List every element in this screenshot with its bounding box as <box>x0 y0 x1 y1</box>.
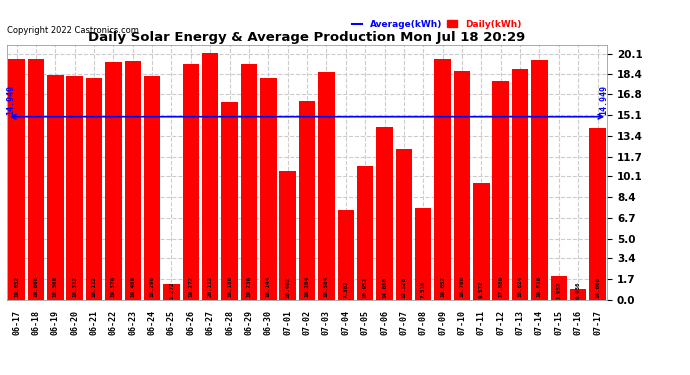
Text: 19.272: 19.272 <box>188 276 193 297</box>
Bar <box>473 183 490 300</box>
Text: 7.516: 7.516 <box>421 281 426 298</box>
Bar <box>318 72 335 300</box>
Bar <box>337 210 354 300</box>
Bar <box>183 64 199 300</box>
Bar <box>221 102 238 300</box>
Text: 18.112: 18.112 <box>92 276 97 297</box>
Bar <box>376 128 393 300</box>
Text: 19.616: 19.616 <box>537 276 542 297</box>
Bar <box>589 128 606 300</box>
Text: 14.949: 14.949 <box>6 85 15 115</box>
Bar <box>299 101 315 300</box>
Bar <box>454 71 470 300</box>
Bar <box>512 69 529 300</box>
Text: 20.112: 20.112 <box>208 276 213 297</box>
Text: 1.952: 1.952 <box>556 282 561 299</box>
Bar <box>551 276 567 300</box>
Text: 18.312: 18.312 <box>72 276 77 297</box>
Text: 18.144: 18.144 <box>266 276 270 297</box>
Title: Daily Solar Energy & Average Production Mon Jul 18 20:29: Daily Solar Energy & Average Production … <box>88 31 526 44</box>
Text: 7.302: 7.302 <box>344 281 348 298</box>
Bar <box>435 59 451 300</box>
Text: 18.584: 18.584 <box>324 276 329 297</box>
Text: 14.000: 14.000 <box>595 277 600 298</box>
Text: 9.572: 9.572 <box>479 281 484 298</box>
Text: 1.272: 1.272 <box>169 282 174 299</box>
Bar <box>570 288 586 300</box>
Text: 19.376: 19.376 <box>111 276 116 297</box>
Bar <box>105 63 121 300</box>
Bar <box>28 59 44 300</box>
Bar <box>66 75 83 300</box>
Bar <box>260 78 277 300</box>
Text: Copyright 2022 Castronics.com: Copyright 2022 Castronics.com <box>7 26 139 35</box>
Text: 18.296: 18.296 <box>150 276 155 297</box>
Text: 19.488: 19.488 <box>130 276 135 297</box>
Bar <box>395 149 412 300</box>
Bar <box>279 171 296 300</box>
Bar <box>415 208 431 300</box>
Text: 19.668: 19.668 <box>33 276 39 297</box>
Legend: Average(kWh), Daily(kWh): Average(kWh), Daily(kWh) <box>348 16 524 33</box>
Bar <box>202 53 219 300</box>
Text: 17.880: 17.880 <box>498 276 503 297</box>
Text: 19.236: 19.236 <box>246 276 251 297</box>
Bar <box>357 166 373 300</box>
Bar <box>531 60 548 300</box>
Text: 16.204: 16.204 <box>304 276 310 297</box>
Text: 19.652: 19.652 <box>440 276 445 297</box>
Text: 10.952: 10.952 <box>363 277 368 298</box>
Text: 18.368: 18.368 <box>53 276 58 297</box>
Text: 12.328: 12.328 <box>402 277 406 298</box>
Bar <box>493 81 509 300</box>
Bar <box>124 61 141 300</box>
Text: 14.949: 14.949 <box>599 85 608 115</box>
Text: 10.492: 10.492 <box>285 277 290 298</box>
Text: 18.824: 18.824 <box>518 276 522 297</box>
Text: 19.652: 19.652 <box>14 276 19 297</box>
Bar <box>47 75 63 300</box>
Bar <box>86 78 102 300</box>
Bar <box>144 76 160 300</box>
Text: 16.180: 16.180 <box>227 276 232 297</box>
Text: 18.700: 18.700 <box>460 276 464 297</box>
Text: 14.080: 14.080 <box>382 277 387 298</box>
Bar <box>241 64 257 300</box>
Bar <box>164 284 179 300</box>
Bar <box>8 59 25 300</box>
Text: 0.936: 0.936 <box>575 282 581 299</box>
